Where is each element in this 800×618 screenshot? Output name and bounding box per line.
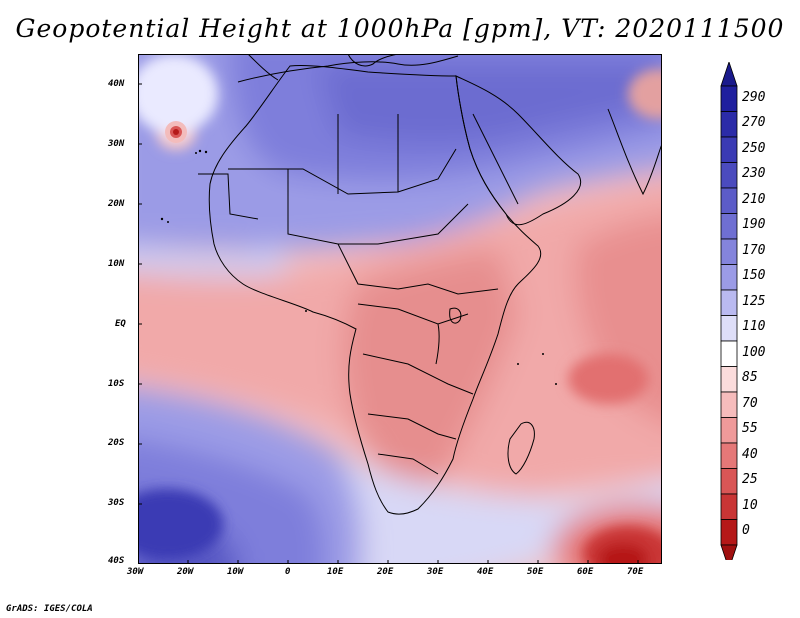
colorbar-label: 85 (742, 370, 758, 386)
lon-tick-label: 20W (177, 567, 194, 577)
lat-tick-label: 30S (108, 498, 125, 508)
lon-tick-label: 10W (227, 567, 244, 577)
colorbar-segment (720, 366, 738, 393)
colorbar-label: 190 (742, 217, 766, 233)
lon-tick-label: 30W (127, 567, 144, 577)
lat-tick-label: 10N (108, 259, 125, 269)
colorbar-segment (720, 85, 738, 112)
grads-credit: GrADS: IGES/COLA (6, 604, 93, 614)
colorbar-label: 150 (742, 268, 766, 284)
colorbar-label: 55 (742, 421, 758, 437)
lat-tick-label: 40N (108, 79, 125, 89)
colorbar-segment (720, 187, 738, 214)
colorbar-segment (720, 162, 738, 189)
colorbar-segment (720, 238, 738, 265)
colorbar-label: 170 (742, 242, 766, 258)
colorbar-segment (720, 519, 738, 546)
colorbar (720, 62, 738, 560)
lon-tick-label: 70E (627, 567, 644, 577)
colorbar-segment (720, 111, 738, 138)
colorbar-segment (720, 391, 738, 418)
colorbar-segment (720, 213, 738, 240)
colorbar-label: 230 (742, 166, 766, 182)
colorbar-label: 100 (742, 344, 766, 360)
colorbar-segment (720, 136, 738, 163)
lon-tick-label: 10E (327, 567, 344, 577)
colorbar-segment (720, 417, 738, 444)
colorbar-segment (720, 493, 738, 520)
colorbar-label: 290 (742, 89, 766, 105)
lon-tick-label: 30E (427, 567, 444, 577)
colorbar-label: 70 (742, 395, 758, 411)
colorbar-bottom-arrow (720, 544, 738, 560)
map-title: Geopotential Height at 1000hPa [gpm], VT… (15, 14, 785, 43)
geopotential-map (138, 54, 662, 564)
lon-tick-label: 0 (285, 567, 291, 577)
colorbar-label: 110 (742, 319, 766, 335)
colorbar-label: 250 (742, 140, 766, 156)
colorbar-segment (720, 264, 738, 291)
colorbar-label: 10 (742, 497, 758, 513)
colorbar-segment (720, 340, 738, 367)
lat-tick-label: 40S (108, 556, 125, 566)
colorbar-top-arrow (720, 62, 738, 87)
lat-tick-label: 20N (108, 199, 125, 209)
lon-tick-label: 50E (527, 567, 544, 577)
lon-tick-label: 60E (577, 567, 594, 577)
colorbar-label: 25 (742, 472, 758, 488)
colorbar-segment (720, 468, 738, 495)
colorbar-segment (720, 289, 738, 316)
lon-tick-label: 20E (377, 567, 394, 577)
colorbar-segment (720, 442, 738, 469)
colorbar-segment (720, 315, 738, 342)
colorbar-label: 0 (742, 523, 750, 539)
colorbar-label: 270 (742, 115, 766, 131)
lon-tick-label: 40E (477, 567, 494, 577)
colorbar-label: 125 (742, 293, 766, 309)
lat-tick-label: EQ (115, 319, 126, 329)
lat-tick-label: 10S (108, 379, 125, 389)
lat-tick-label: 20S (108, 438, 125, 448)
colorbar-label: 40 (742, 446, 758, 462)
lat-tick-label: 30N (108, 139, 125, 149)
colorbar-label: 210 (742, 191, 766, 207)
